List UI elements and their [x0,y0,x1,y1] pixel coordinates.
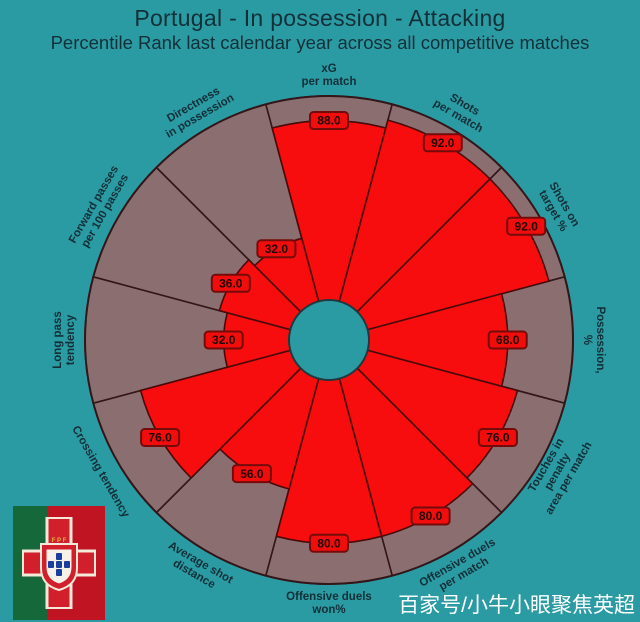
value-badge-box [309,111,349,130]
value-badge: 32.0 [203,330,244,350]
value-badge-box [410,506,451,526]
value-badge-box [256,239,297,259]
value-badge-box [210,273,251,293]
value-badge: 56.0 [231,464,272,484]
value-badge: 92.0 [422,133,463,153]
value-badge: 92.0 [506,216,547,236]
value-badge-box [203,330,244,350]
fpf-crest-icon: F P F [22,517,96,609]
value-badge-text: 92.0 [431,136,455,150]
value-badge-text: 68.0 [496,333,520,347]
value-badge-text: 76.0 [148,431,172,445]
chart-title: Portugal - In possession - Attacking [134,5,506,31]
value-badge: 88.0 [309,111,349,130]
value-badge-text: 56.0 [240,467,264,481]
value-badge: 80.0 [410,506,451,526]
value-badge-box [231,464,272,484]
value-badge-text: 92.0 [515,219,539,233]
value-badge: 68.0 [487,330,528,350]
value-badge-box [422,133,463,153]
value-badge: 80.0 [309,533,349,553]
value-badge-text: 36.0 [219,277,243,291]
pizza-center-hole [288,299,370,381]
portugal-flag-logo: F P F [13,506,105,620]
value-badge-text: 32.0 [265,242,289,256]
value-badge-box [477,428,518,447]
watermark-text: 百家号/小牛小眼聚焦英超 [398,594,635,617]
value-badge-box [140,428,181,447]
value-badge-text: 88.0 [317,114,341,128]
value-badge: 36.0 [210,273,251,293]
value-badge-text: 80.0 [317,536,341,550]
value-badge-text: 76.0 [486,431,510,445]
value-badge: 76.0 [477,428,518,447]
value-badge: 76.0 [140,428,181,447]
fpf-letters: F P F [52,538,67,544]
chart-subtitle: Percentile Rank last calendar year acros… [50,32,590,53]
value-badge-box [506,216,547,236]
pizza-outer-ring [84,95,574,585]
value-badge: 32.0 [256,239,297,259]
value-badge-text: 80.0 [419,509,443,523]
value-badge-box [309,533,349,553]
value-badge-box [487,330,528,350]
value-badge-text: 32.0 [212,333,236,347]
